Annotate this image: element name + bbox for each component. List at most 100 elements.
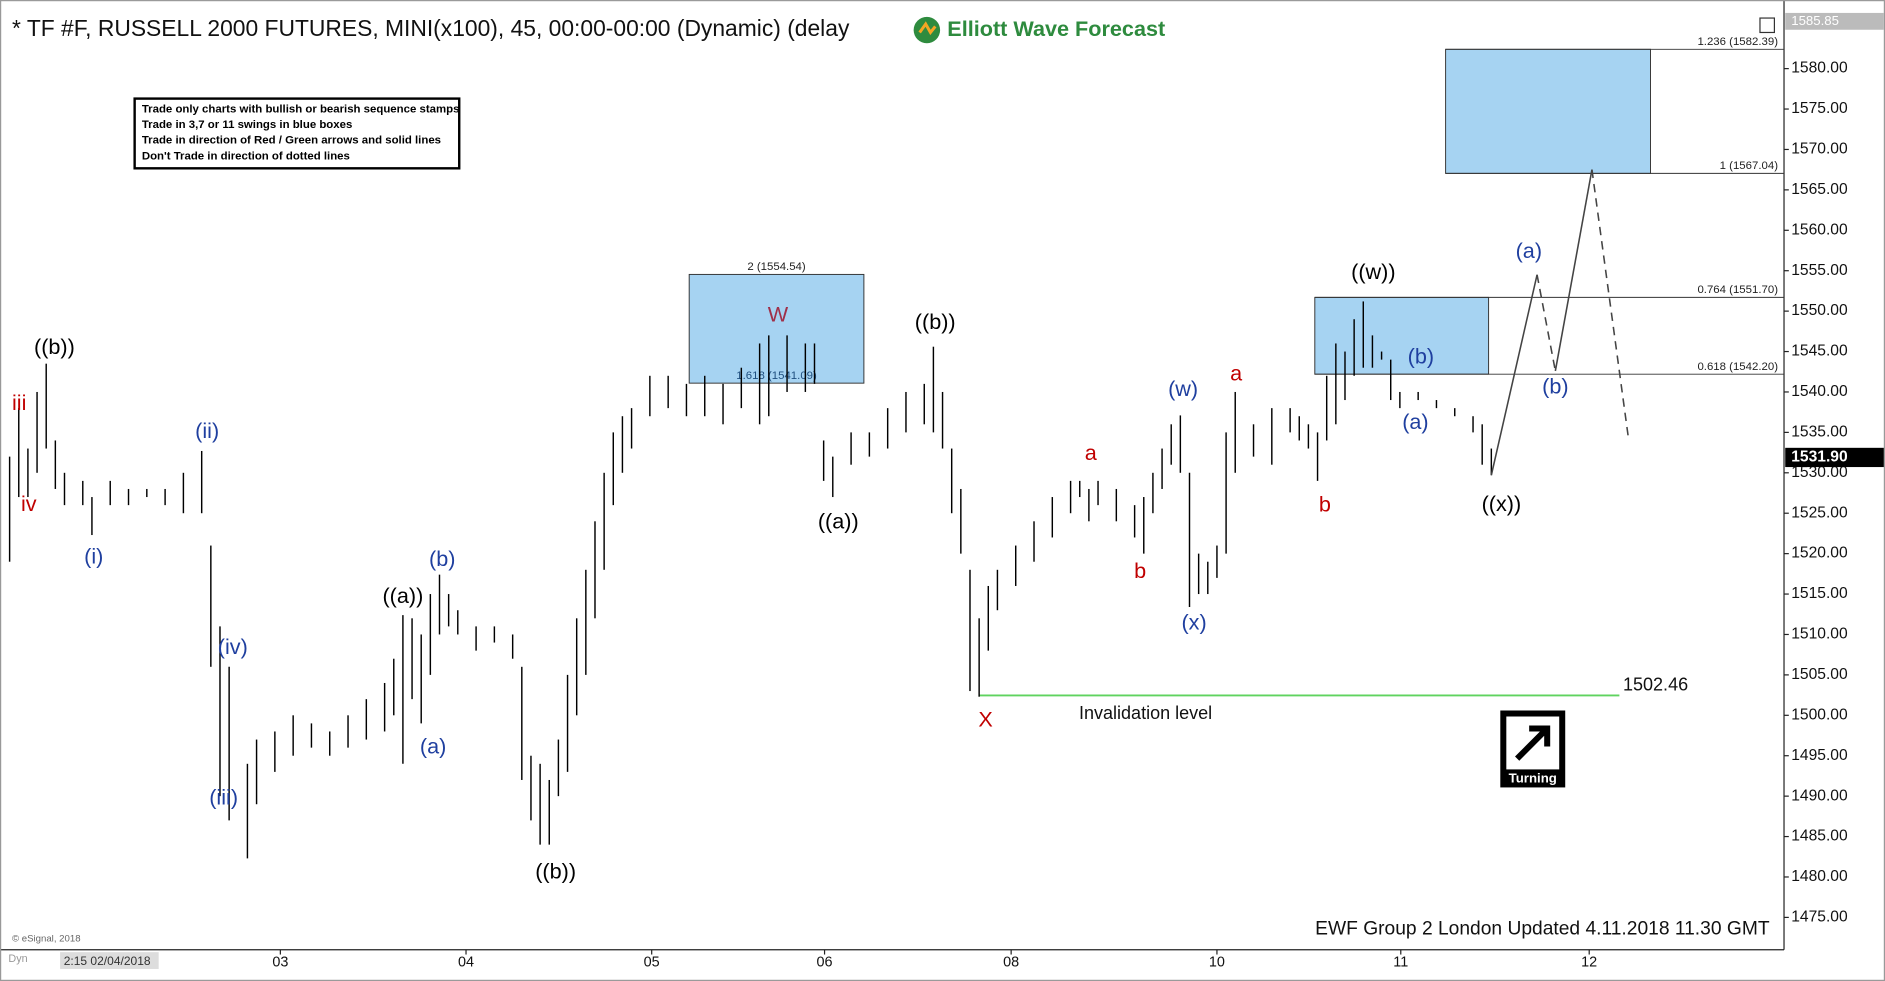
chart-title: * TF #F, RUSSELL 2000 FUTURES, MINI(x100… — [12, 15, 850, 41]
window-icon[interactable] — [1759, 17, 1776, 34]
wave-label: ((b)) — [915, 309, 956, 334]
x-tick-label: 03 — [272, 955, 288, 971]
y-tick-label: 1560.00 — [1791, 221, 1848, 238]
x-tick-label: 05 — [644, 955, 660, 971]
logo-wave — [918, 21, 937, 36]
copyright: © eSignal, 2018 — [12, 933, 81, 944]
wave-label: (a) — [1402, 409, 1428, 434]
y-tick-label: 1565.00 — [1791, 181, 1848, 198]
top-price-box — [1785, 12, 1884, 30]
logo-text: Elliott Wave Forecast — [947, 16, 1165, 41]
y-tick-label: 1525.00 — [1791, 504, 1848, 521]
projection-path — [1554, 169, 1593, 372]
notes-frame — [133, 97, 461, 170]
wave-label: ((b)) — [535, 859, 576, 884]
wave-label: iii — [12, 390, 26, 415]
price-axis-area — [1784, 0, 1885, 981]
wave-label: ((b)) — [34, 334, 75, 359]
wave-label: (a) — [1516, 238, 1542, 263]
target-zone — [1314, 296, 1490, 375]
wave-label: ((w)) — [1351, 259, 1395, 284]
icon-arrow — [1515, 725, 1551, 761]
y-tick-label: 1510.00 — [1791, 626, 1848, 643]
icon-label: Turning — [1509, 771, 1557, 786]
fib-label: 2 (1554.54) — [747, 261, 806, 273]
wave-label: X — [978, 707, 992, 732]
wave-label: (w) — [1168, 376, 1198, 401]
turning-icon: Turning — [1500, 710, 1566, 788]
y-tick-label: 1485.00 — [1791, 828, 1848, 845]
wave-label: ((a)) — [382, 583, 423, 608]
fib-label: 1 (1567.04) — [1720, 160, 1779, 172]
wave-label: (x) — [1181, 610, 1206, 635]
note: Trade in 3,7 or 11 swings in blue boxes — [142, 119, 352, 131]
wave-label: (iii) — [209, 784, 238, 809]
projection-path — [1536, 274, 1557, 372]
y-tick-label: 1555.00 — [1791, 262, 1848, 279]
y-tick-label: 1500.00 — [1791, 706, 1848, 723]
x-tick-label: 10 — [1209, 955, 1225, 971]
y-tick-label: 1480.00 — [1791, 868, 1848, 885]
mode-label: Dyn — [8, 953, 27, 965]
wave-label: W — [768, 302, 789, 327]
wave-label: (b) — [429, 546, 455, 571]
invalidation-label: Invalidation level — [1079, 703, 1212, 723]
wave-label: b — [1134, 558, 1146, 583]
y-tick-label: 1490.00 — [1791, 787, 1848, 804]
y-tick-label: 1540.00 — [1791, 383, 1848, 400]
wave-label: (b) — [1408, 344, 1434, 369]
x-tick-label: 04 — [458, 955, 474, 971]
fib-label: 1.236 (1582.39) — [1697, 36, 1778, 48]
current-price-label: 1531.90 — [1791, 449, 1848, 466]
y-tick-label: 1505.00 — [1791, 666, 1848, 683]
wave-label: (ii) — [195, 418, 219, 443]
note: Trade only charts with bullish or bearis… — [142, 103, 460, 115]
wave-label: (a) — [420, 733, 446, 758]
y-tick-label: 1520.00 — [1791, 545, 1848, 562]
wave-label: iv — [21, 491, 37, 516]
y-tick-label: 1475.00 — [1791, 909, 1848, 926]
projection-path — [1591, 169, 1630, 439]
wave-label: (iv) — [218, 634, 248, 659]
footer: EWF Group 2 London Updated 4.11.2018 11.… — [1315, 918, 1770, 939]
x-tick-label: 11 — [1393, 955, 1408, 971]
wave-label: a — [1085, 440, 1098, 465]
note: Don't Trade in direction of dotted lines — [142, 150, 350, 162]
wave-label: ((x)) — [1482, 491, 1522, 516]
note: Trade in direction of Red / Green arrows… — [142, 135, 441, 147]
logo-mark — [913, 16, 941, 44]
notes-box: Trade only charts with bullish or bearis… — [133, 97, 461, 170]
wave-label: a — [1230, 361, 1243, 386]
y-tick-label: 1535.00 — [1791, 424, 1848, 441]
wave-label: (i) — [84, 543, 103, 568]
y-tick-label: 1580.00 — [1791, 60, 1848, 77]
y-tick-label: 1550.00 — [1791, 302, 1848, 319]
y-tick-label: 1575.00 — [1791, 100, 1848, 117]
x-tick-label: 06 — [817, 955, 833, 971]
plot: 1475.00 1480.00 1485.00 1490.00 1495.00 1500.… — [8, 12, 1884, 971]
fib-label: 0.764 (1551.70) — [1697, 284, 1778, 296]
y-tick-label: 1515.00 — [1791, 585, 1848, 602]
fib-label: 0.618 (1542.20) — [1697, 361, 1778, 373]
fib-label: 1.618 (1541.09) — [736, 370, 817, 382]
target-zone — [688, 273, 865, 384]
y-tick-label: 1530.00 — [1791, 464, 1848, 481]
start-label: 2:15 02/04/2018 — [64, 954, 151, 968]
invalidation-value: 1502.46 — [1623, 675, 1688, 695]
wave-label: (b) — [1542, 374, 1568, 399]
current-price-box — [1785, 447, 1884, 468]
x-tick-label: 08 — [1003, 955, 1019, 971]
top-price-label: 1585.85 — [1791, 13, 1839, 28]
logo: Elliott Wave Forecast — [913, 16, 1165, 44]
target-zone — [1445, 48, 1651, 174]
wave-label: b — [1319, 492, 1331, 517]
y-tick-label: 1495.00 — [1791, 747, 1848, 764]
y-tick-label: 1545.00 — [1791, 343, 1848, 360]
start-label-box — [60, 952, 159, 969]
projection-path — [1490, 274, 1538, 476]
wave-label: ((a)) — [818, 509, 859, 534]
y-tick-label: 1570.00 — [1791, 141, 1848, 158]
x-tick-label: 12 — [1581, 955, 1597, 971]
